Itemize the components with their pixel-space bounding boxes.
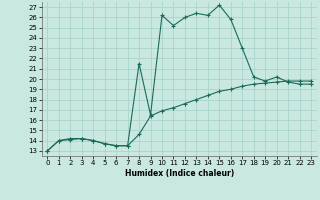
X-axis label: Humidex (Indice chaleur): Humidex (Indice chaleur): [124, 169, 234, 178]
